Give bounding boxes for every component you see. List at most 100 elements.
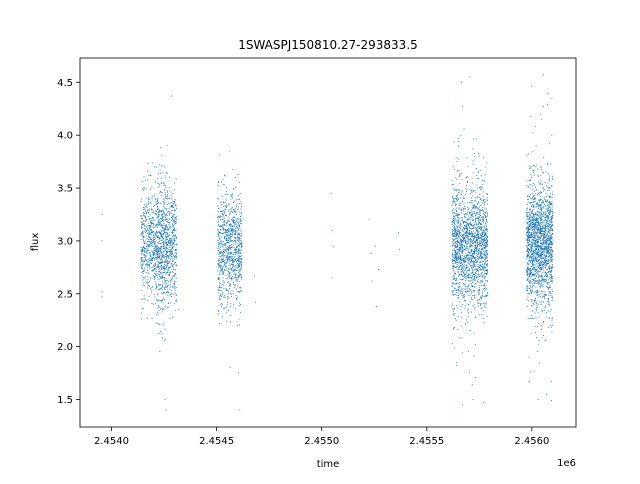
data-point [157, 257, 159, 259]
data-point [456, 239, 458, 241]
data-point [163, 247, 165, 250]
data-point [451, 228, 453, 230]
data-point [465, 243, 467, 245]
data-point [164, 339, 166, 342]
data-point [465, 184, 468, 187]
data-point [468, 371, 470, 373]
data-point [463, 244, 465, 247]
data-point [146, 227, 149, 229]
data-point [463, 208, 465, 210]
data-point [476, 203, 478, 205]
data-point [470, 298, 472, 300]
data-point [142, 220, 144, 222]
data-point [175, 253, 178, 255]
data-point [158, 250, 160, 252]
data-point [167, 254, 169, 257]
data-point [483, 274, 485, 276]
data-point [159, 230, 161, 232]
data-point [223, 243, 225, 245]
data-point [475, 192, 477, 194]
data-point [175, 218, 177, 220]
data-point [235, 224, 237, 226]
data-point [173, 280, 175, 282]
data-point [175, 264, 177, 266]
data-point [461, 236, 463, 238]
data-point [453, 327, 455, 329]
data-point [228, 273, 230, 275]
data-point [228, 287, 231, 289]
data-point [484, 237, 486, 239]
data-point [454, 288, 456, 290]
data-point [476, 258, 478, 260]
data-point [144, 215, 146, 217]
data-point [166, 286, 169, 288]
data-point [152, 256, 154, 258]
data-point [460, 208, 462, 210]
data-point [240, 211, 242, 214]
data-point [175, 255, 177, 257]
data-point [234, 224, 236, 226]
data-point [160, 267, 163, 269]
data-point [218, 243, 220, 246]
data-point [221, 293, 224, 295]
data-point [153, 195, 155, 197]
data-point [237, 265, 239, 267]
data-point [471, 235, 473, 238]
data-point [479, 280, 482, 282]
data-point [160, 211, 162, 213]
data-point [155, 214, 157, 216]
data-point [229, 211, 231, 213]
data-point [166, 279, 168, 281]
data-point [226, 251, 228, 253]
data-point [172, 316, 174, 318]
data-point [486, 230, 489, 232]
data-point [469, 242, 472, 244]
data-point [236, 273, 238, 275]
data-point [239, 240, 241, 242]
data-point [146, 249, 148, 251]
data-point [477, 217, 479, 219]
data-point [454, 252, 457, 254]
data-point [527, 276, 529, 278]
data-point [238, 257, 240, 259]
data-point [464, 268, 466, 270]
data-point [468, 263, 470, 266]
data-point [230, 208, 232, 211]
data-point [471, 297, 473, 299]
data-point [543, 213, 545, 215]
data-point [457, 245, 459, 247]
data-point [166, 172, 168, 174]
data-point [149, 226, 151, 228]
data-point [228, 234, 230, 236]
data-point [236, 251, 239, 253]
data-point [234, 252, 236, 254]
data-point [474, 190, 476, 192]
data-point [150, 262, 152, 265]
data-point [156, 257, 158, 259]
data-point [168, 234, 170, 237]
data-point [477, 195, 479, 197]
data-point [173, 242, 175, 244]
data-point [155, 283, 157, 285]
data-point [171, 209, 173, 211]
data-point [152, 226, 154, 228]
data-point [471, 280, 473, 282]
data-point [238, 237, 240, 239]
data-point [481, 247, 483, 249]
data-point [539, 192, 541, 194]
data-point [467, 312, 470, 314]
data-point [224, 201, 226, 204]
data-point [527, 186, 529, 188]
data-point [217, 286, 219, 288]
data-point [147, 203, 149, 205]
data-point [148, 174, 150, 177]
data-point [452, 239, 454, 242]
data-point [452, 249, 454, 251]
data-point [454, 215, 456, 217]
data-point [151, 242, 153, 244]
data-point [545, 305, 547, 307]
data-point [223, 308, 225, 310]
data-point [226, 301, 228, 304]
data-point [175, 256, 178, 258]
data-point [143, 215, 145, 217]
